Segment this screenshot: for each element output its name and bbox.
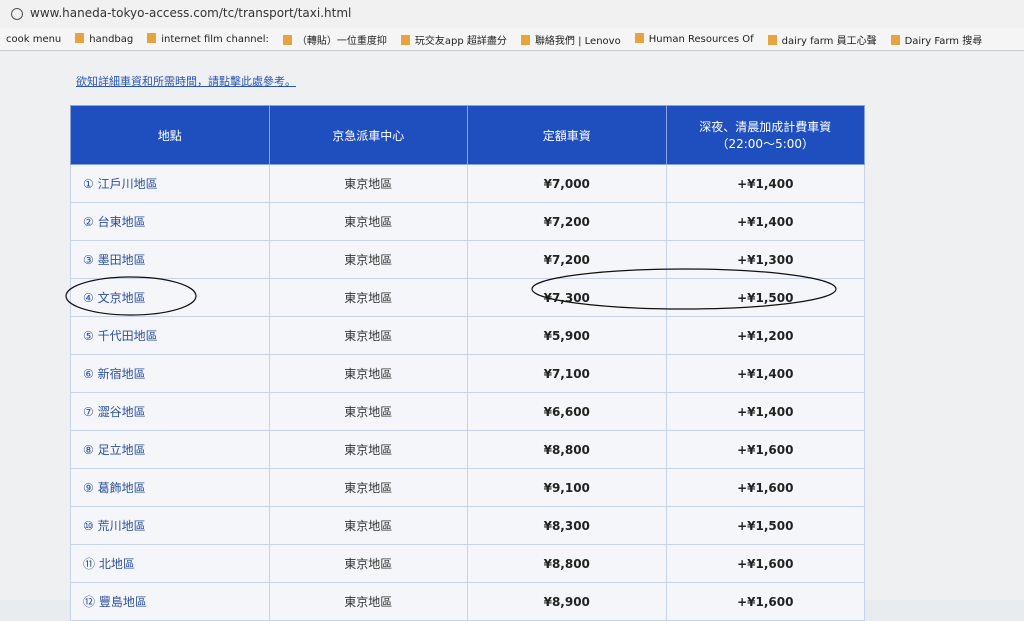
table-cell: ¥8,300 bbox=[467, 506, 667, 545]
header-text: 京急派車中心 bbox=[332, 128, 405, 143]
table-cell[interactable]: ② 台東地區 bbox=[70, 202, 270, 241]
address-bar: www.haneda-tokyo-access.com/tc/transport… bbox=[0, 0, 1024, 29]
header-text: 定額車資 bbox=[542, 128, 591, 143]
header-text: 地點 bbox=[157, 128, 182, 143]
screen: www.haneda-tokyo-access.com/tc/transport… bbox=[0, 0, 1024, 600]
table-cell: 東京地區 bbox=[268, 316, 468, 355]
header-text: 深夜、清晨加成計費車資 bbox=[699, 120, 832, 134]
table-cell[interactable]: ⑨ 葛飾地區 bbox=[70, 468, 270, 507]
table-cell: ¥7,200 bbox=[467, 202, 667, 241]
table-cell[interactable]: ④ 文京地區 bbox=[70, 278, 270, 317]
table-cell[interactable]: ⑩ 荒川地區 bbox=[70, 506, 270, 545]
table-row: ④ 文京地區 東京地區 ¥7,300 +¥1,500 bbox=[70, 278, 865, 317]
table-row: ⑤ 千代田地區 東京地區 ¥5,900 +¥1,200 bbox=[70, 316, 865, 355]
table-cell[interactable]: ① 江戶川地區 bbox=[70, 164, 270, 203]
hand-circle bbox=[65, 276, 197, 316]
bookmarks-bar: cook menu handbag internet film channel: （轉… bbox=[0, 28, 1024, 51]
table-row: ⑪ 北地區 東京地區 ¥8,800 +¥1,600 bbox=[70, 544, 865, 583]
table-cell: ¥7,200 bbox=[467, 240, 667, 279]
table-cell[interactable]: ③ 墨田地區 bbox=[70, 240, 270, 279]
info-icon bbox=[11, 8, 23, 20]
table-row: ⑦ 澀谷地區 東京地區 ¥6,600 +¥1,400 bbox=[70, 392, 865, 431]
table-cell: ¥8,800 bbox=[467, 544, 667, 583]
bookmark[interactable]: Dairy Farm 搜尋 bbox=[891, 32, 983, 47]
bookmark[interactable]: dairy farm 員工心聲 bbox=[768, 32, 877, 47]
bookmark[interactable]: 聯絡我們 | Lenovo bbox=[521, 32, 621, 47]
hand-circle bbox=[531, 268, 837, 310]
table-cell: +¥1,600 bbox=[665, 544, 865, 583]
table-cell: 東京地區 bbox=[268, 430, 468, 469]
table-cell: +¥1,400 bbox=[665, 392, 865, 431]
table-cell[interactable]: ⑪ 北地區 bbox=[70, 544, 270, 583]
bookmark[interactable]: （轉貼）一位重度抑 bbox=[283, 32, 387, 47]
bookmark[interactable]: 玩交友app 超詳盡分 bbox=[401, 32, 507, 47]
table-cell[interactable]: ⑦ 澀谷地區 bbox=[70, 392, 270, 431]
table-row: ⑨ 葛飾地區 東京地區 ¥9,100 +¥1,600 bbox=[70, 468, 865, 507]
page: 欲知詳細車資和所需時間，請點擊此處參考。 地點 京急派車中心 定額車資 深夜、清晨加成… bbox=[0, 51, 1024, 621]
table-row: ② 台東地區 東京地區 ¥7,200 +¥1,400 bbox=[70, 202, 865, 241]
table-cell: +¥1,500 bbox=[665, 278, 865, 317]
table-cell: 東京地區 bbox=[268, 468, 468, 507]
table-cell: 東京地區 bbox=[268, 202, 468, 241]
table-cell: 東京地區 bbox=[268, 392, 468, 431]
table-cell: +¥1,400 bbox=[665, 202, 865, 241]
table-cell[interactable]: ⑥ 新宿地區 bbox=[70, 354, 270, 393]
table-cell[interactable]: ⑧ 足立地區 bbox=[70, 430, 270, 469]
table-cell: 東京地區 bbox=[268, 240, 468, 279]
column-header: 深夜、清晨加成計費車資 （22:00～5:00） bbox=[665, 105, 865, 165]
bookmark[interactable]: handbag bbox=[75, 33, 133, 45]
column-header: 京急派車中心 bbox=[268, 105, 468, 165]
bookmark[interactable]: Human Resources Of bbox=[635, 33, 754, 45]
detail-link[interactable]: 欲知詳細車資和所需時間，請點擊此處參考。 bbox=[76, 75, 296, 88]
table-cell: 東京地區 bbox=[268, 164, 468, 203]
table-cell: +¥1,500 bbox=[665, 506, 865, 545]
table-row: ③ 墨田地區 東京地區 ¥7,200 +¥1,300 bbox=[70, 240, 865, 279]
table-cell: ¥7,000 bbox=[467, 164, 667, 203]
bookmark[interactable]: internet film channel: bbox=[147, 33, 269, 45]
url[interactable]: www.haneda-tokyo-access.com/tc/transport… bbox=[30, 6, 352, 20]
table-cell: +¥1,600 bbox=[665, 468, 865, 507]
table-cell: ¥6,600 bbox=[467, 392, 667, 431]
bookmark[interactable]: cook menu bbox=[6, 33, 62, 45]
column-header: 地點 bbox=[70, 105, 270, 165]
column-header: 定額車資 bbox=[467, 105, 667, 165]
table-cell: 東京地區 bbox=[268, 506, 468, 545]
table-cell[interactable]: ⑤ 千代田地區 bbox=[70, 316, 270, 355]
table-cell: +¥1,200 bbox=[665, 316, 865, 355]
table-cell: 東京地區 bbox=[268, 354, 468, 393]
table-cell: +¥1,400 bbox=[665, 354, 865, 393]
table-cell: ¥9,100 bbox=[467, 468, 667, 507]
table-cell: ¥7,100 bbox=[467, 354, 667, 393]
table-row: ① 江戶川地區 東京地區 ¥7,000 +¥1,400 bbox=[70, 164, 865, 203]
table-row: ⑥ 新宿地區 東京地區 ¥7,100 +¥1,400 bbox=[70, 354, 865, 393]
table-row: ⑩ 荒川地區 東京地區 ¥8,300 +¥1,500 bbox=[70, 506, 865, 545]
header-note: （22:00～5:00） bbox=[716, 137, 815, 151]
table-cell: 東京地區 bbox=[268, 278, 468, 317]
annotation-overlay bbox=[65, 268, 837, 316]
